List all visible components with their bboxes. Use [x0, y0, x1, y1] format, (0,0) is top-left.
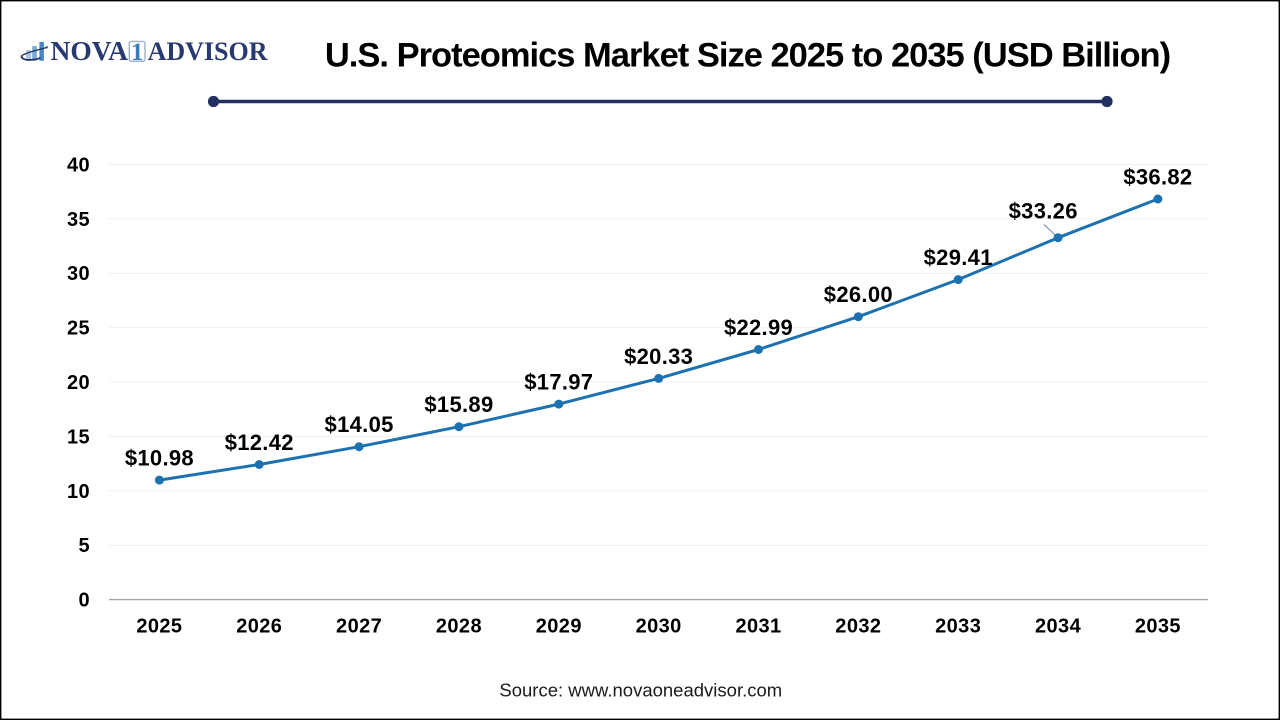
- svg-text:2034: 2034: [1035, 616, 1082, 638]
- svg-text:NOVA: NOVA: [51, 35, 129, 66]
- svg-text:5: 5: [78, 535, 90, 557]
- svg-text:2026: 2026: [236, 616, 282, 638]
- svg-text:2033: 2033: [935, 616, 981, 638]
- svg-text:2029: 2029: [536, 616, 582, 638]
- svg-text:U.S. Proteomics Market Size 20: U.S. Proteomics Market Size 2025 to 2035…: [325, 37, 1170, 75]
- svg-text:2031: 2031: [735, 616, 781, 638]
- svg-text:$12.42: $12.42: [225, 430, 294, 455]
- svg-text:30: 30: [67, 263, 90, 285]
- svg-text:ADVISOR: ADVISOR: [148, 37, 268, 66]
- svg-text:2032: 2032: [835, 616, 881, 638]
- svg-text:$29.41: $29.41: [924, 245, 993, 270]
- svg-text:2025: 2025: [136, 616, 182, 638]
- svg-text:$14.05: $14.05: [325, 412, 394, 437]
- svg-text:$33.26: $33.26: [1009, 199, 1078, 224]
- svg-text:2035: 2035: [1135, 616, 1181, 638]
- svg-text:2030: 2030: [636, 616, 682, 638]
- svg-text:25: 25: [67, 318, 90, 340]
- svg-text:$26.00: $26.00: [824, 282, 893, 307]
- svg-text:$10.98: $10.98: [125, 446, 194, 471]
- svg-text:$36.82: $36.82: [1123, 165, 1192, 190]
- svg-text:20: 20: [67, 372, 90, 394]
- svg-text:$17.97: $17.97: [524, 370, 593, 395]
- svg-text:35: 35: [67, 209, 90, 231]
- svg-text:2027: 2027: [336, 616, 382, 638]
- svg-text:40: 40: [67, 154, 90, 176]
- svg-text:$22.99: $22.99: [724, 315, 793, 340]
- svg-text:$15.89: $15.89: [424, 392, 493, 417]
- svg-text:15: 15: [67, 426, 90, 448]
- svg-text:10: 10: [67, 481, 90, 503]
- svg-text:2028: 2028: [436, 616, 482, 638]
- svg-text:0: 0: [78, 590, 90, 612]
- svg-text:1: 1: [131, 39, 144, 66]
- svg-text:Source: www.novaoneadvisor.com: Source: www.novaoneadvisor.com: [499, 679, 782, 700]
- svg-text:$20.33: $20.33: [624, 344, 693, 369]
